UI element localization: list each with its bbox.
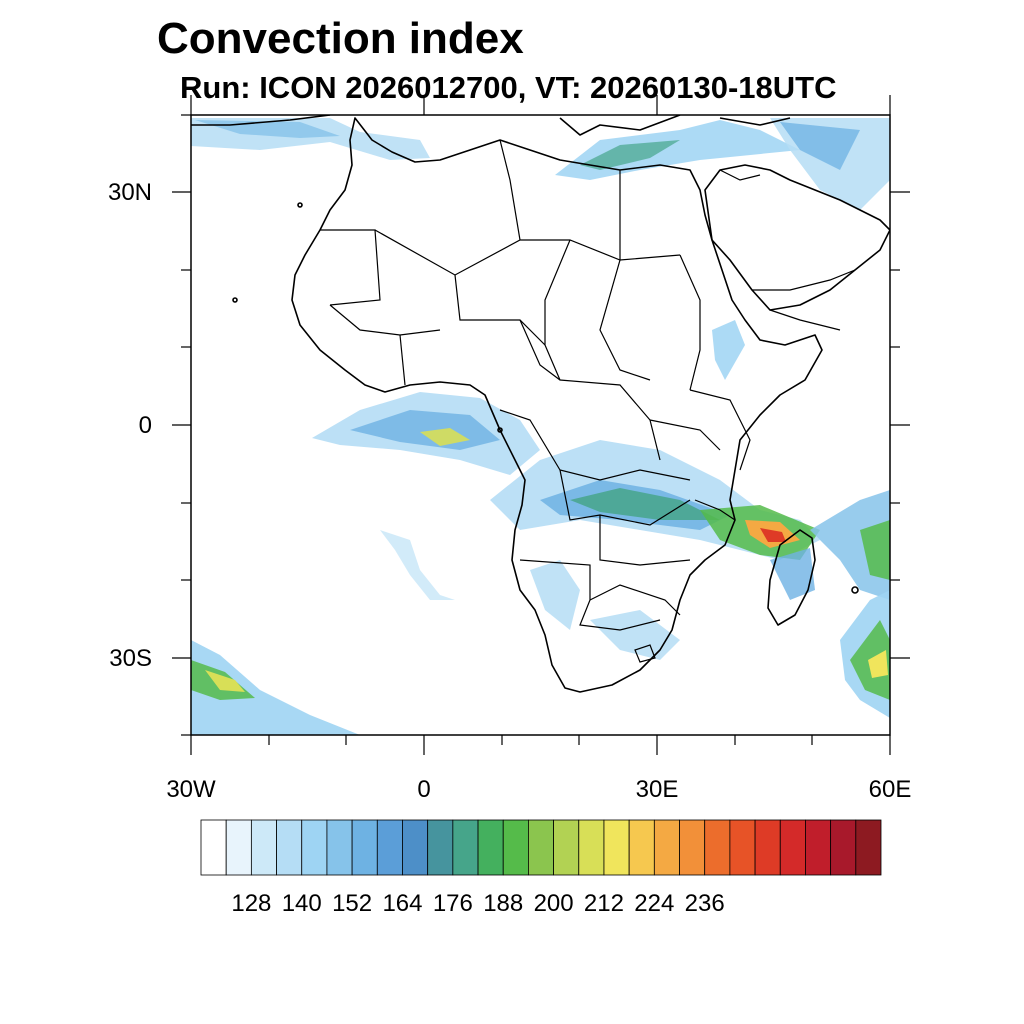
colorbar-swatch: [528, 819, 554, 876]
x-tick-label: 60E: [869, 776, 912, 803]
x-tick-label: 30W: [166, 776, 216, 803]
convection-area-atlantic-arc: [380, 530, 455, 600]
x-tick-label: 0: [417, 776, 430, 803]
convection-area-arabia-core: [780, 122, 860, 170]
run-subtitle: Run: ICON 2026012700, VT: 20260130-18UTC: [180, 70, 837, 105]
colorbar-swatch: [276, 819, 303, 876]
colorbar-swatch: [704, 819, 731, 876]
country-borders: [320, 139, 856, 663]
colorbar-tick-label: 128: [231, 890, 271, 917]
madagascar-coastline: [767, 529, 816, 626]
colorbar-swatch: [830, 819, 857, 876]
convection-area-sw-hot: [205, 670, 245, 692]
colorbar-swatch: [553, 819, 580, 876]
convection-area-ethiopia: [712, 320, 745, 380]
convection-area-madagascar: [770, 548, 815, 600]
gulf-island: [497, 427, 503, 433]
colorbar-swatch: [603, 819, 630, 876]
y-tick-label: 0: [139, 412, 152, 439]
convection-area-mozambique-red: [760, 528, 786, 542]
convection-area-se-hot: [868, 650, 888, 678]
convection-field: [191, 118, 890, 735]
colorbar-tick-label: 188: [483, 890, 523, 917]
colorbar-tick-label: 224: [634, 890, 674, 917]
y-tick-label: 30S: [109, 645, 152, 672]
convection-area-central-green: [570, 488, 720, 520]
convection-area-south-east: [590, 610, 680, 660]
europe-coastline: [191, 115, 791, 136]
colorbar-swatch: [452, 819, 479, 876]
colorbar-swatch: [805, 819, 832, 876]
colorbar-swatch: [855, 819, 882, 876]
colorbar-swatch: [502, 819, 529, 876]
convection-area-guinea-hot: [420, 428, 470, 446]
x-axis-ticks: [190, 95, 891, 755]
colorbar-swatch: [754, 819, 781, 876]
colorbar-swatch: [250, 819, 277, 876]
x-tick-label: 30E: [636, 776, 679, 803]
colorbar-tick-label: 140: [282, 890, 322, 917]
colorbar: [200, 819, 882, 876]
colorbar-swatch: [477, 819, 504, 876]
africa-coastline: [291, 117, 823, 693]
convection-area-sw-atlantic: [191, 640, 360, 735]
colorbar-swatch: [402, 819, 429, 876]
colorbar-tick-label: 212: [584, 890, 624, 917]
colorbar-tick-label: 200: [534, 890, 574, 917]
colorbar-swatch: [376, 819, 403, 876]
colorbar-tick-label: 152: [332, 890, 372, 917]
page-title: Convection index: [157, 14, 524, 63]
colorbar-swatch: [225, 819, 252, 876]
colorbar-tick-label: 176: [433, 890, 473, 917]
reunion-island: [851, 586, 859, 594]
cape-verde-island: [232, 297, 238, 303]
colorbar-swatch: [427, 819, 454, 876]
colorbar-swatch: [779, 819, 806, 876]
colorbar-tick-label: 236: [685, 890, 725, 917]
canary-island: [297, 202, 303, 208]
colorbar-swatch: [578, 819, 605, 876]
convection-area-med-core: [580, 140, 680, 170]
convection-area-indian-core: [860, 520, 890, 580]
colorbar-swatch: [628, 819, 655, 876]
y-tick-label: 30N: [108, 179, 152, 206]
plot-area: [191, 115, 890, 735]
y-axis-ticks: [172, 114, 910, 736]
colorbar-labels: 128 140 152 164 176 188 200 212 224 236: [231, 890, 724, 917]
convection-area-south-africa: [530, 560, 580, 630]
colorbar-swatch: [729, 819, 756, 876]
colorbar-swatch: [301, 819, 328, 876]
colorbar-swatch: [653, 819, 680, 876]
colorbar-swatch: [200, 819, 227, 876]
colorbar-swatch: [326, 819, 353, 876]
colorbar-swatch: [679, 819, 706, 876]
colorbar-swatch: [351, 819, 378, 876]
colorbar-tick-label: 164: [382, 890, 422, 917]
